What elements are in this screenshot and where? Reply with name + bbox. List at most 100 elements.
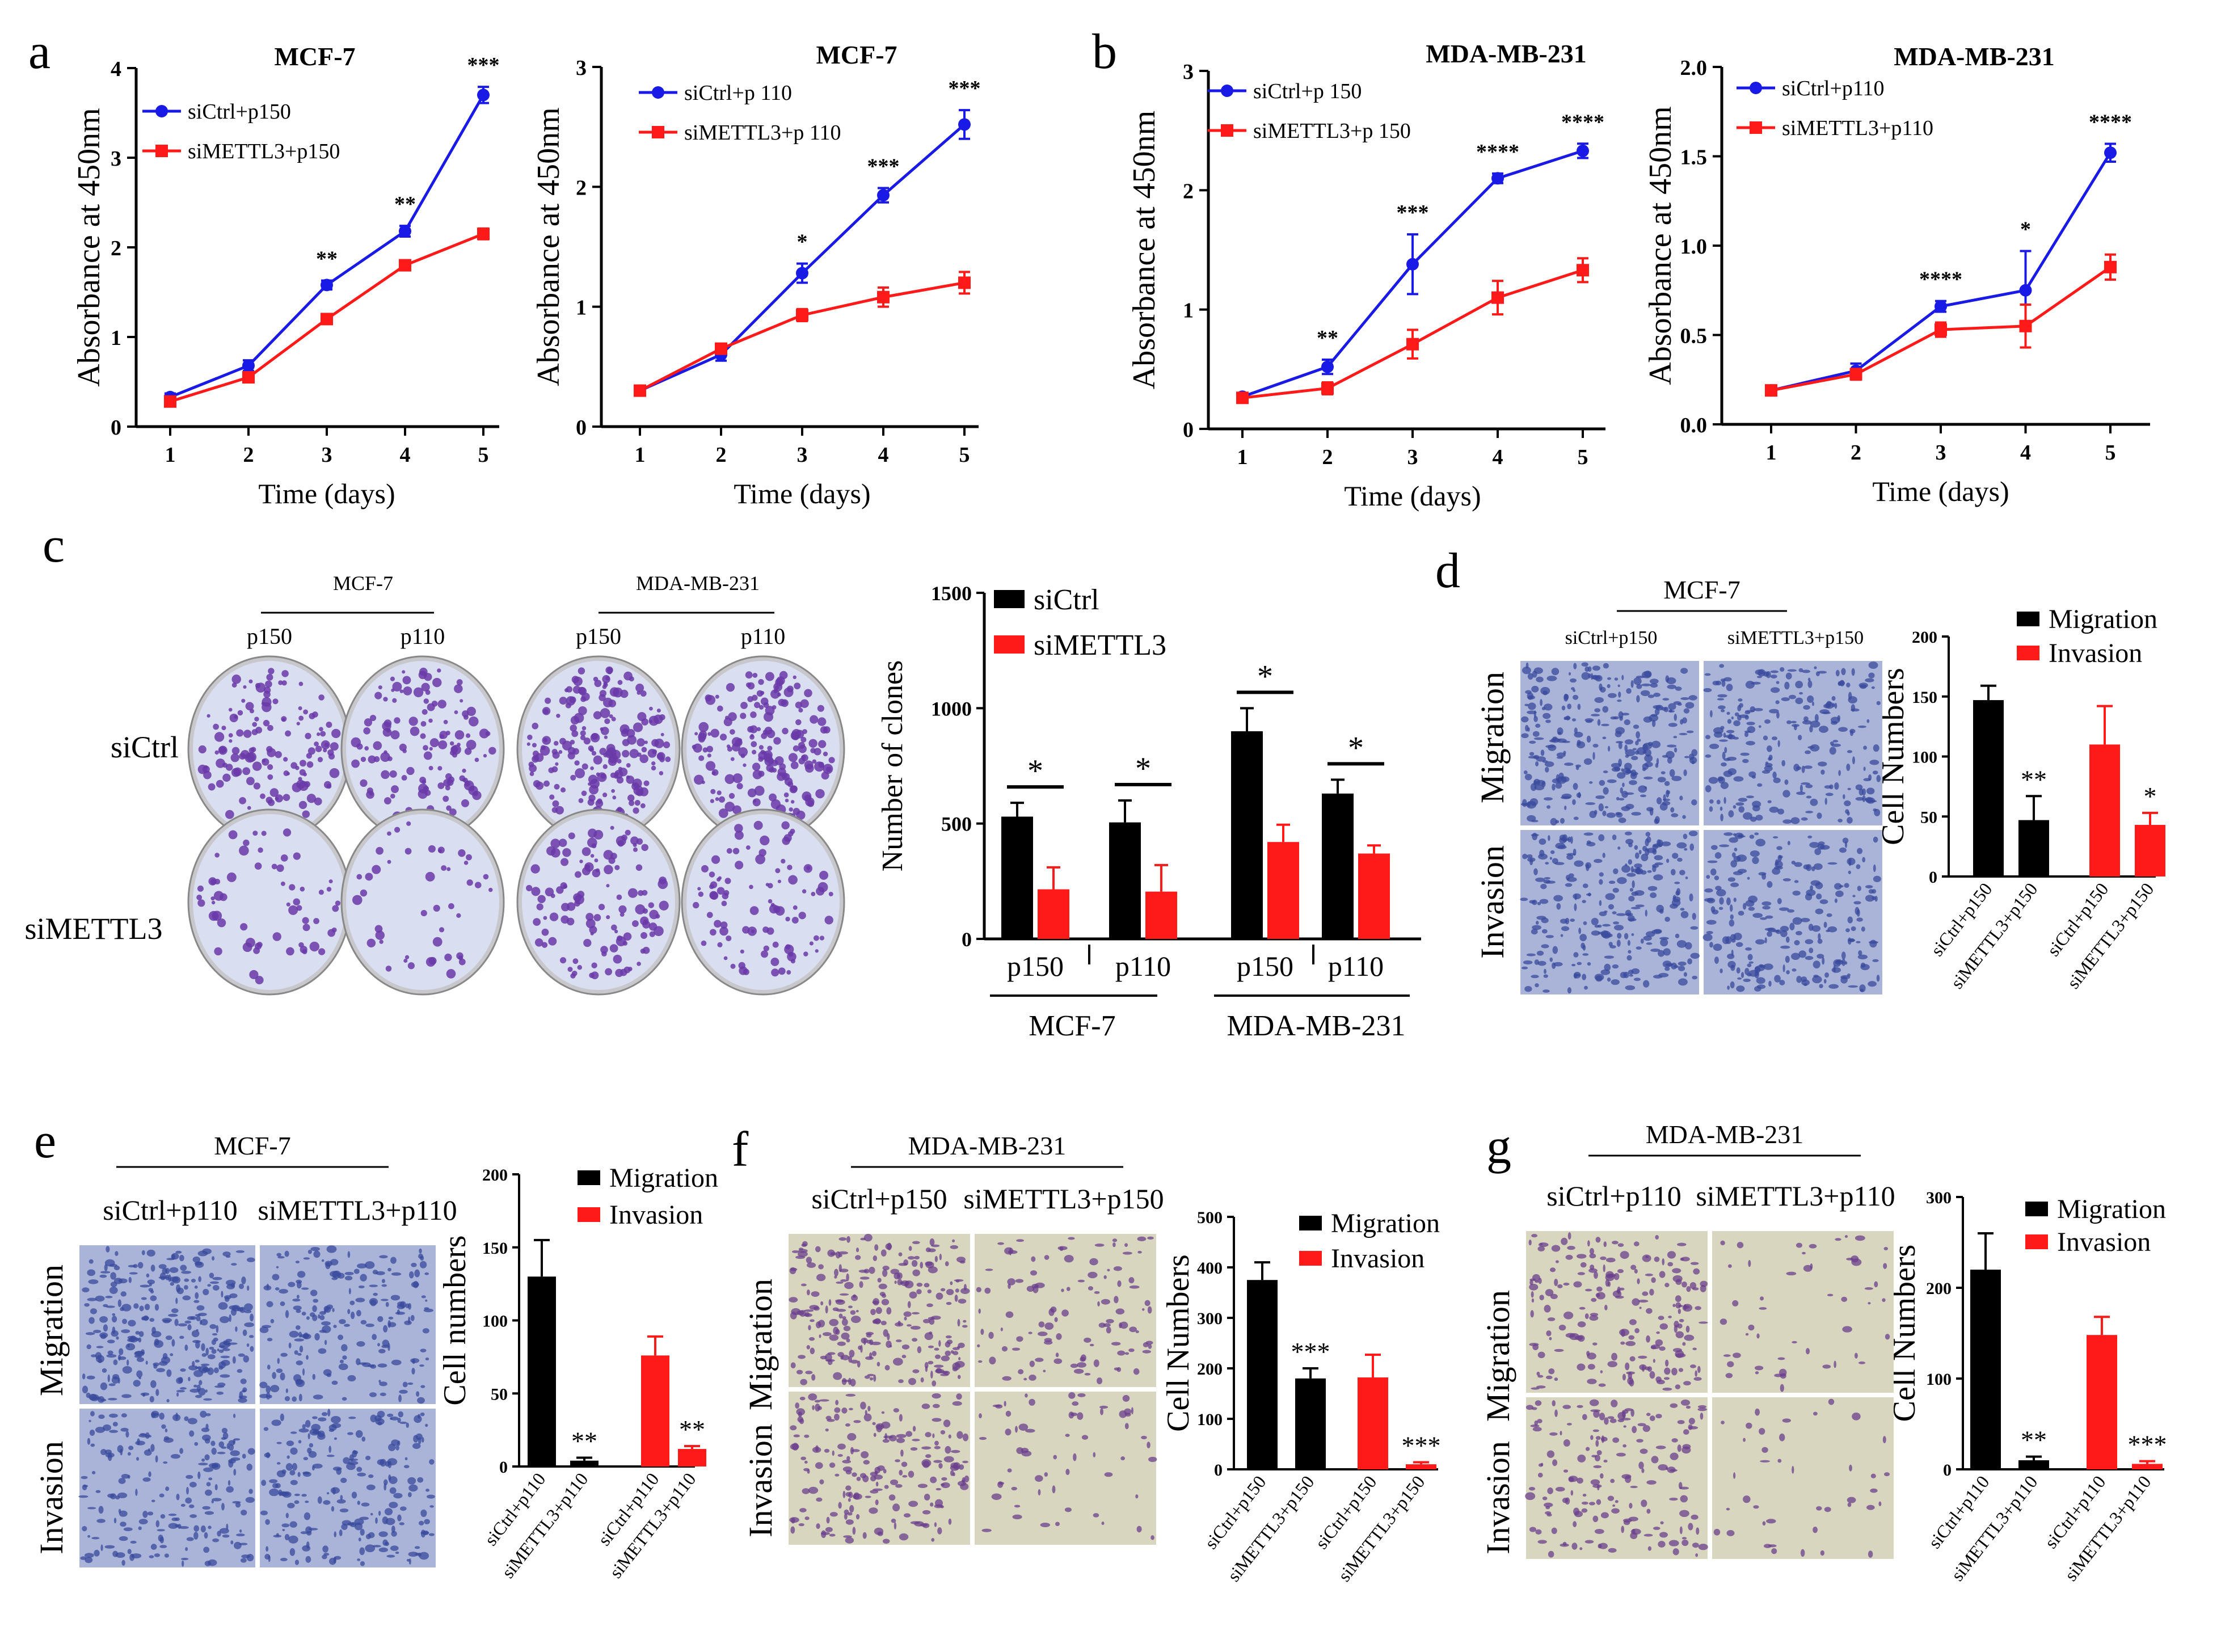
micrograph-title: MDA-MB-231 <box>1646 1120 1804 1149</box>
stained-cell <box>1633 677 1642 685</box>
stained-cell <box>1602 852 1605 858</box>
stained-cell <box>154 1304 159 1311</box>
stained-cell <box>1555 1486 1565 1492</box>
stained-cell <box>1855 784 1863 790</box>
stained-cell <box>1763 963 1773 970</box>
stained-cell <box>855 1514 860 1520</box>
colony <box>360 889 368 897</box>
stained-cell <box>1557 739 1561 741</box>
stained-cell <box>1115 1308 1125 1314</box>
stained-cell <box>1607 1416 1615 1419</box>
stained-cell <box>185 1547 188 1551</box>
significance-mark: * <box>2020 217 2031 241</box>
stained-cell <box>883 1329 888 1337</box>
stained-cell <box>1829 747 1836 755</box>
x-tick-label: 3 <box>1407 445 1418 469</box>
stained-cell <box>1686 730 1694 734</box>
colony <box>740 753 745 758</box>
stained-cell <box>845 1537 854 1544</box>
stained-cell <box>1717 698 1725 701</box>
colony <box>421 682 430 692</box>
colony <box>383 697 388 702</box>
colony <box>281 716 287 722</box>
stained-cell <box>1545 1511 1552 1515</box>
stained-cell <box>1545 862 1549 865</box>
colony <box>809 941 814 946</box>
stained-cell <box>121 1329 130 1334</box>
x-axis-label: Time (days) <box>1344 480 1481 512</box>
stained-cell <box>1106 1318 1114 1324</box>
stained-cell <box>1680 1399 1691 1406</box>
stained-cell <box>1623 1425 1626 1428</box>
colony <box>641 844 648 852</box>
stained-cell <box>1766 1519 1776 1524</box>
stained-cell <box>1770 687 1780 693</box>
stained-cell <box>1124 1408 1132 1415</box>
colony <box>611 717 616 722</box>
stained-cell <box>1594 810 1598 815</box>
stained-cell <box>212 1276 222 1280</box>
stained-cell <box>1633 724 1640 729</box>
bar <box>2089 744 2120 876</box>
stained-cell <box>908 1470 914 1478</box>
colony <box>272 932 281 941</box>
stained-cell <box>1560 1431 1562 1436</box>
stained-cell <box>417 1477 424 1483</box>
colony <box>528 761 534 768</box>
colony <box>613 954 622 964</box>
stained-cell <box>1876 975 1880 982</box>
stained-cell <box>362 1362 371 1367</box>
stained-cell <box>857 1360 861 1368</box>
colony <box>328 879 333 884</box>
x-tick-label: 5 <box>959 443 970 467</box>
colony <box>752 762 761 771</box>
stained-cell <box>1710 845 1718 850</box>
stained-cell <box>1531 1387 1540 1390</box>
stained-cell <box>1119 1321 1128 1329</box>
colony <box>536 903 543 911</box>
stained-cell <box>1608 942 1613 947</box>
stained-cell <box>86 1344 91 1350</box>
colony <box>692 744 697 749</box>
stained-cell <box>1883 1263 1887 1269</box>
stained-cell <box>1636 946 1642 950</box>
stained-cell <box>1546 1450 1555 1458</box>
colony <box>242 767 251 776</box>
x-tick-label: siMETTL3+p110 <box>1947 1472 2042 1584</box>
stained-cell <box>893 1408 900 1413</box>
bar <box>528 1276 556 1466</box>
colony <box>408 717 418 726</box>
colony <box>793 905 798 910</box>
y-tick-label: 3 <box>576 56 587 80</box>
stained-cell <box>1752 913 1763 918</box>
colony <box>790 828 795 834</box>
stained-cell <box>1563 716 1571 720</box>
stained-cell <box>1077 1412 1084 1420</box>
colony <box>454 730 465 740</box>
micrograph-column-label: siMETTL3+p110 <box>258 1194 457 1226</box>
stained-cell <box>1683 833 1688 840</box>
colony <box>423 745 428 751</box>
stained-cell <box>331 1423 342 1428</box>
stained-cell <box>801 1243 807 1247</box>
stained-cell <box>188 1504 195 1508</box>
stained-cell <box>1775 859 1779 866</box>
colony <box>754 785 765 796</box>
stained-cell <box>848 1498 851 1502</box>
stained-cell <box>158 1535 163 1542</box>
stained-cell <box>1537 901 1541 905</box>
stained-cell <box>268 1555 271 1562</box>
y-tick-label: 0.0 <box>1680 414 1708 437</box>
stained-cell <box>1044 1322 1054 1330</box>
stained-cell <box>1689 1282 1697 1289</box>
stained-cell <box>1835 890 1844 897</box>
colony <box>386 728 391 733</box>
stained-cell <box>408 1492 412 1498</box>
colony <box>823 726 831 734</box>
colony <box>265 796 273 804</box>
stained-cell <box>825 1428 829 1432</box>
stained-cell <box>398 1394 402 1402</box>
stained-cell <box>1668 723 1678 727</box>
colony <box>211 900 216 905</box>
